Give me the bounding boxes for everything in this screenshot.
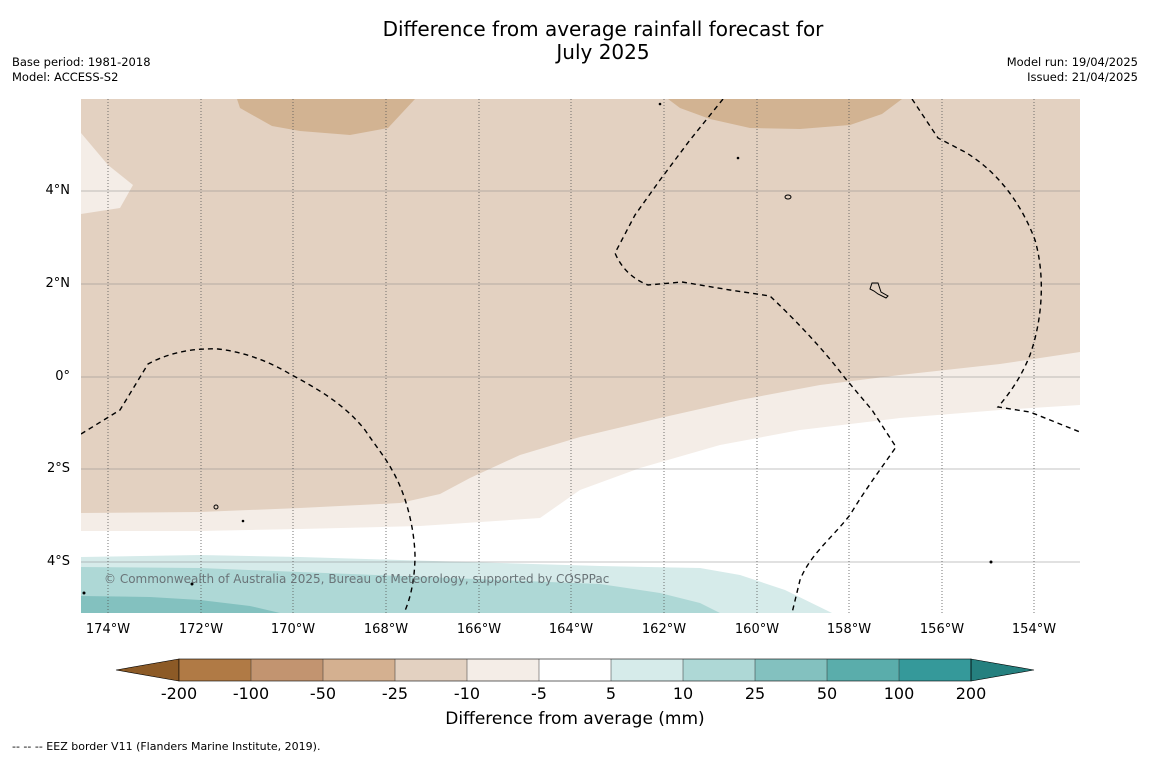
colorbar-tick-label: 100 — [883, 684, 915, 703]
colorbar-tick-label: 25 — [744, 684, 766, 703]
colorbar — [115, 658, 1035, 682]
lon-label-158w: 158°W — [826, 622, 872, 637]
island-3 — [213, 504, 219, 510]
island-7 — [989, 560, 993, 564]
colorbar-frame — [178, 658, 972, 682]
lat-label-0: 0° — [55, 369, 70, 384]
lon-label-168w: 168°W — [363, 622, 409, 637]
map-area: © Commonwealth of Australia 2025, Bureau… — [81, 99, 1080, 613]
title-line-2: July 2025 — [556, 40, 650, 64]
map-title: Difference from average rainfall forecas… — [300, 18, 906, 64]
colorbar-segment — [179, 659, 251, 681]
colorbar-extend-right — [970, 658, 1035, 682]
island-6 — [241, 519, 245, 523]
title-line-1: Difference from average rainfall forecas… — [382, 17, 824, 41]
eez-legend-note: -- -- -- EEZ border V11 (Flanders Marine… — [12, 740, 321, 753]
island-4 — [658, 102, 662, 106]
lon-label-162w: 162°W — [641, 622, 687, 637]
lon-label-166w: 166°W — [456, 622, 502, 637]
colorbar-segment — [827, 659, 899, 681]
lat-label-4n: 4°N — [45, 183, 71, 198]
meta-left: Base period: 1981-2018 Model: ACCESS-S2 — [12, 55, 151, 85]
lat-label-2s: 2°S — [46, 461, 70, 476]
colorbar-segment — [755, 659, 827, 681]
islands — [82, 102, 993, 595]
colorbar-dividers — [250, 659, 900, 681]
eez-border-east — [911, 99, 1080, 433]
colorbar-title: Difference from average (mm) — [445, 709, 705, 729]
colorbar-segment — [539, 659, 611, 681]
region-minus10-to-minus25 — [81, 99, 1080, 513]
island-2 — [869, 282, 889, 299]
lon-label-156w: 156°W — [919, 622, 965, 637]
region-25-to-50 — [81, 596, 280, 613]
region-10-to-25 — [81, 567, 720, 613]
colorbar-tick-label: -200 — [160, 684, 198, 703]
colorbar-segment — [683, 659, 755, 681]
lon-label-160w: 160°W — [734, 622, 780, 637]
colorbar-segment — [899, 659, 971, 681]
lat-label-4s: 4°S — [46, 554, 70, 569]
lon-label-164w: 164°W — [548, 622, 594, 637]
colorbar-segment — [251, 659, 323, 681]
colorbar-tick-label: 200 — [955, 684, 987, 703]
colorbar-extend-left — [115, 658, 180, 682]
colorbar-tick-label: -100 — [232, 684, 270, 703]
island-1 — [784, 194, 792, 200]
colorbar-tick-label: -25 — [381, 684, 409, 703]
eez-border-west — [81, 348, 416, 613]
colorbar-segment — [467, 659, 539, 681]
model-text: Model: ACCESS-S2 — [12, 70, 119, 84]
base-period-text: Base period: 1981-2018 — [12, 55, 151, 69]
colorbar-tick-label: 5 — [605, 684, 617, 703]
lon-label-174w: 174°W — [85, 622, 131, 637]
model-run-text: Model run: 19/04/2025 — [1006, 55, 1138, 69]
lat-label-2n: 2°N — [45, 276, 71, 291]
latitude-gridlines — [81, 190, 1080, 563]
island-8 — [190, 582, 194, 586]
lon-label-172w: 172°W — [178, 622, 224, 637]
region-minus5-to-minus10-northwest — [81, 133, 133, 214]
lon-label-154w: 154°W — [1011, 622, 1057, 637]
lon-label-170w: 170°W — [270, 622, 316, 637]
colorbar-segment — [611, 659, 683, 681]
island-9 — [82, 591, 86, 595]
meta-right: Model run: 19/04/2025 Issued: 21/04/2025 — [1007, 55, 1138, 85]
colorbar-tick-label: -5 — [531, 684, 547, 703]
eez-borders — [81, 99, 1080, 613]
colorbar-segment — [395, 659, 467, 681]
colorbar-tick-label: 50 — [816, 684, 838, 703]
island-5 — [736, 156, 740, 160]
issued-text: Issued: 21/04/2025 — [1027, 70, 1138, 84]
colorbar-tick-label: -50 — [309, 684, 337, 703]
colorbar-tick-label: -10 — [453, 684, 481, 703]
copyright-text: © Commonwealth of Australia 2025, Bureau… — [104, 572, 609, 586]
colorbar-segment — [323, 659, 395, 681]
eez-border-central — [614, 99, 897, 613]
colorbar-tick-label: 10 — [672, 684, 694, 703]
region-minus25-to-minus50-east — [668, 99, 902, 129]
region-minus25-to-minus50-west — [237, 99, 415, 135]
